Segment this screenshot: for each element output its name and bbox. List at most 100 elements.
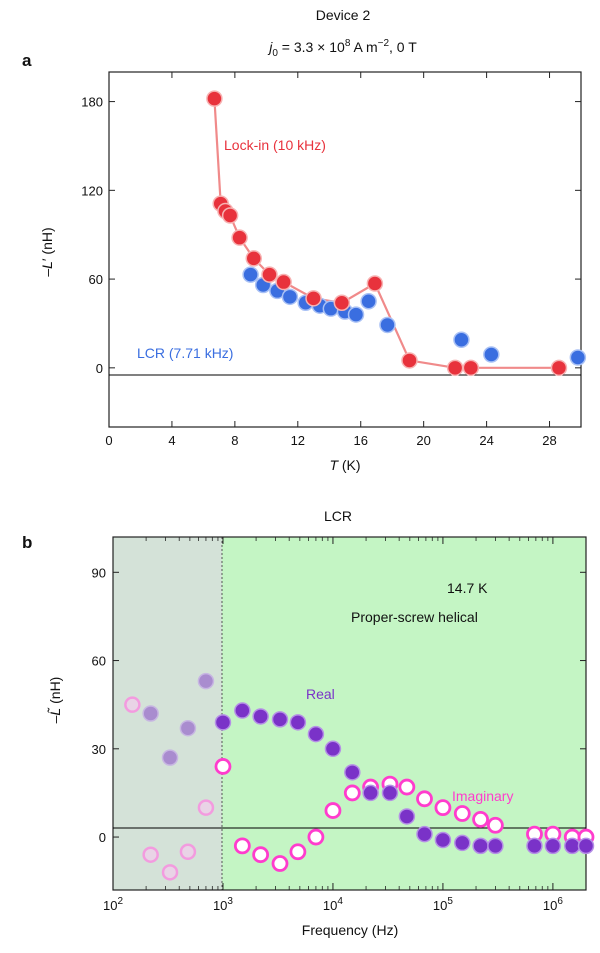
lockin-point [462,359,480,377]
x-tick-label: 28 [542,433,556,448]
panel-b: b LCR 0 30 60 90 102 103 104 105 106 –L̃ (nH) F… [22,508,595,938]
x-tick-label: 12 [291,433,305,448]
panel-a-letter: a [22,51,32,70]
lcr-point [379,316,396,334]
panel-a-ylabel: –L′ (nH) [39,227,55,276]
real-point-shaded [197,672,215,690]
x-tick-label: 0 [105,433,112,448]
panel-b-title: LCR [324,508,352,524]
real-point-shaded [179,719,197,737]
imag-point [324,802,342,819]
imaginary-label: Imaginary [452,788,513,804]
panel-a: a Device 2 j0 = 3.3 × 108 A m−2, 0 T 0 60… [22,7,587,473]
lockin-point [550,359,568,377]
imag-point [307,828,325,846]
lcr-label: LCR (7.71 kHz) [137,345,233,361]
x-tick-label: 4 [168,433,175,448]
panel-b-x-ticks: 102 103 104 105 106 [103,537,587,913]
imag-point-shaded [179,843,197,861]
panel-b-gray-region [113,537,222,890]
imag-point [434,799,452,817]
lockin-label: Lock-in (10 kHz) [224,137,326,153]
real-point [307,725,325,743]
lockin-point [401,352,418,369]
panel-a-frame [108,71,582,428]
panel-b-y-ticks: 0 30 60 90 [92,565,586,845]
real-label: Real [306,686,335,702]
imag-point [343,784,361,802]
lockin-point [366,275,384,292]
real-point [564,837,581,855]
imag-point-shaded [142,846,159,863]
real-point [381,784,399,802]
lockin-point [446,359,464,377]
real-point [577,837,595,855]
lcr-point [453,331,470,348]
real-point [544,837,562,855]
y-tick-label: 90 [92,565,106,580]
imag-point [233,837,251,855]
panel-a-subtitle: j0 = 3.3 × 108 A m−2, 0 T [267,38,417,59]
x-tick-label: 104 [323,896,343,913]
panel-b-ylabel: –L̃ (nH) [47,677,63,724]
imag-point [472,811,489,828]
real-point [289,714,307,731]
y-tick-label: 180 [81,95,103,110]
lockin-point [333,294,351,311]
y-tick-label: 0 [99,830,106,845]
x-tick-label: 8 [231,433,238,448]
x-tick-label: 20 [416,433,430,448]
x-tick-label: 106 [543,896,563,913]
real-point [487,837,504,855]
y-tick-label: 60 [92,654,106,669]
imag-point [252,846,270,864]
panel-b-frame [112,536,587,891]
real-point [416,825,433,843]
lcr-point [360,293,377,310]
lcr-point [281,288,299,306]
lockin-point [245,250,262,267]
y-tick-label: 120 [81,183,103,198]
x-tick-label: 24 [479,433,493,448]
panel-b-marks [124,672,595,881]
imag-point [289,843,307,861]
lcr-point [347,306,365,323]
panel-b-xlabel: Frequency (Hz) [302,922,398,938]
lcr-point [242,266,259,283]
panel-a-xlabel: T (K) [329,457,360,473]
x-tick-label: 16 [353,433,367,448]
panel-a-title: Device 2 [316,7,371,23]
real-point [362,784,379,802]
lockin-point [305,290,322,307]
imag-point [214,758,232,775]
imag-point [486,816,504,834]
real-point [526,837,543,855]
imag-point [416,790,433,808]
imag-point [453,805,471,822]
lockin-point [206,90,223,107]
temp-annotation: 14.7 K [447,580,488,596]
real-point [398,808,416,825]
real-point [252,708,269,725]
panel-a-y-ticks: 0 60 120 180 [81,95,581,376]
panel-b-letter: b [22,533,32,552]
imag-point-shaded [124,696,141,713]
lockin-point [275,273,292,291]
imag-point-shaded [161,864,179,881]
lcr-point [483,346,500,363]
y-tick-label: 30 [92,742,106,757]
lockin-point [221,207,239,224]
imag-point-shaded [197,799,215,816]
y-tick-label: 0 [96,361,103,376]
real-point [344,764,361,781]
imag-point [398,778,416,796]
real-point-shaded [142,705,159,722]
real-point [454,834,471,852]
imag-point [271,855,289,872]
lockin-point [231,229,248,246]
lcr-point [569,349,587,366]
real-point [434,831,452,849]
x-tick-label: 102 [103,896,123,913]
real-point [234,702,251,719]
real-point [324,740,342,758]
